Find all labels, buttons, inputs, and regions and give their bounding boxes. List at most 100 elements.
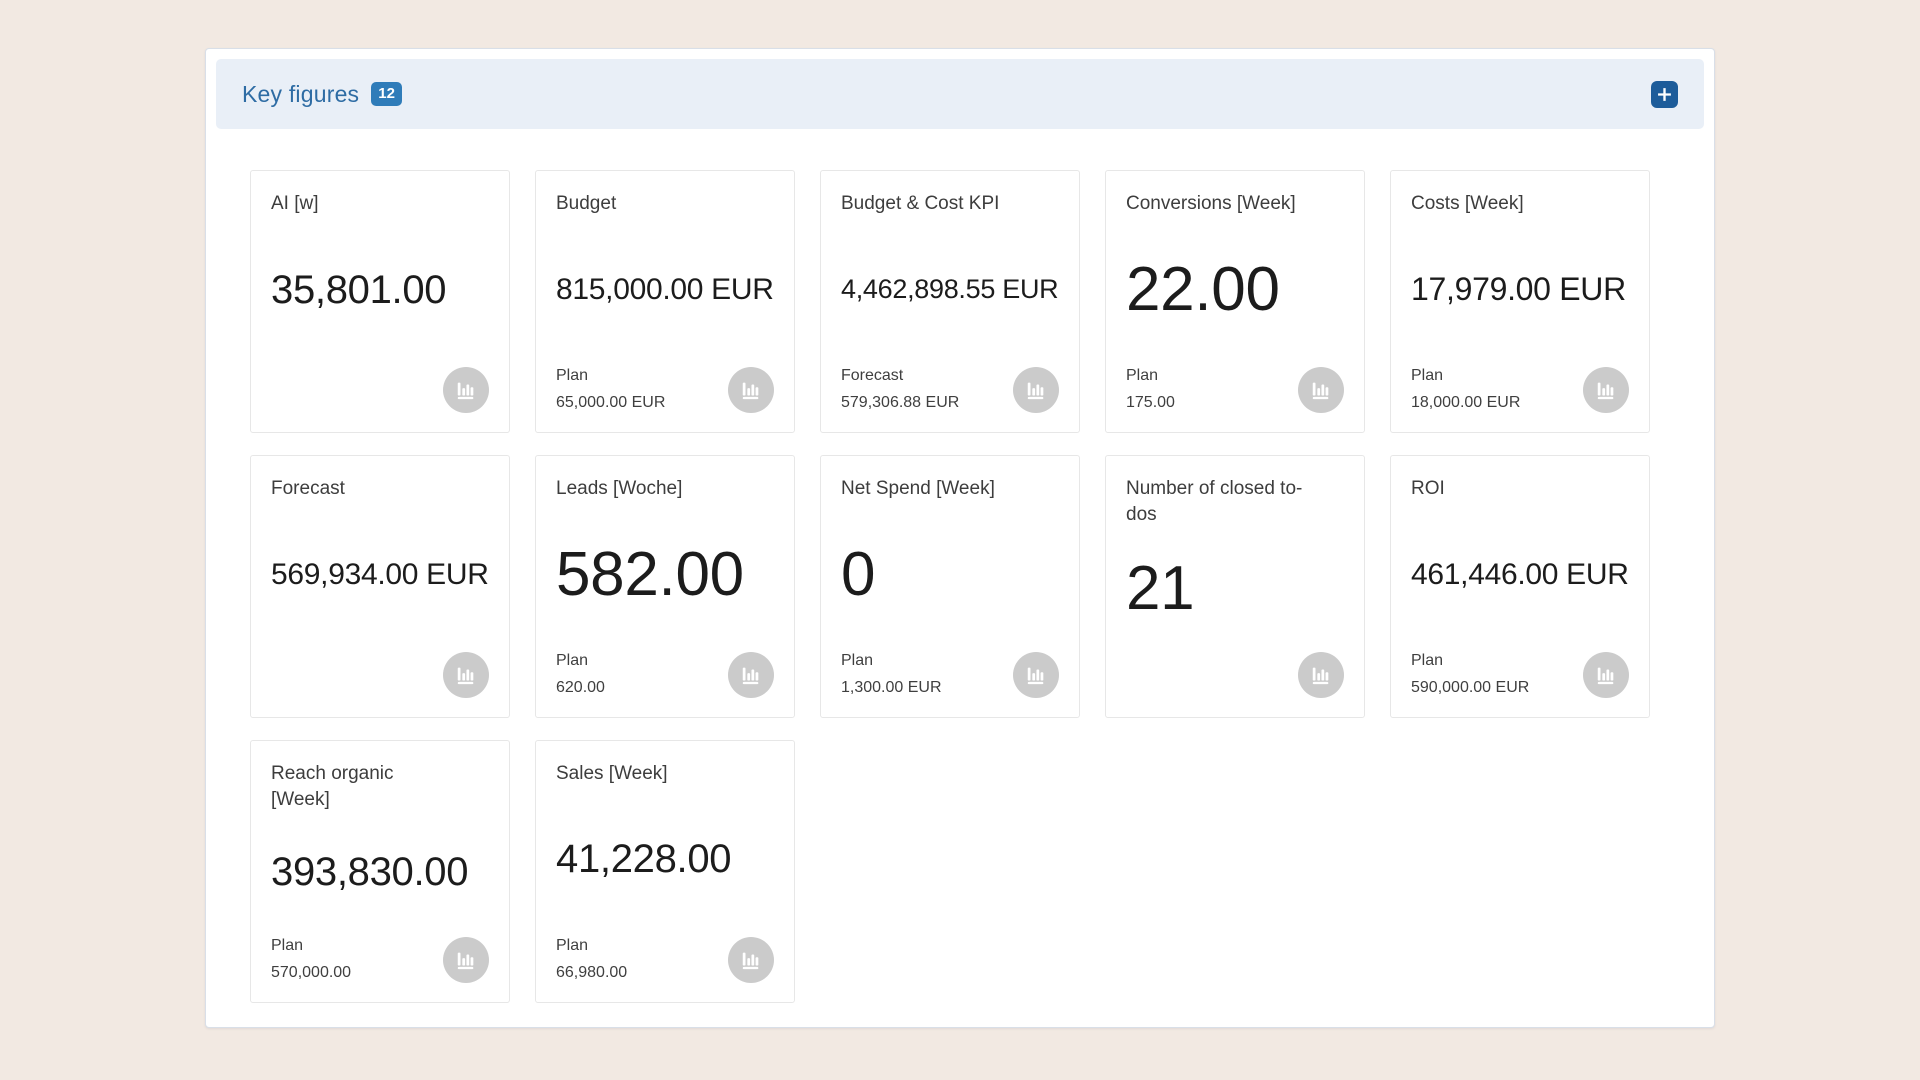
bar-chart-icon[interactable] [443, 367, 489, 413]
kpi-plan-value: 18,000.00 EUR [1411, 393, 1521, 411]
kpi-value-area: 21 [1126, 527, 1344, 649]
kpi-value-area: 0 [841, 502, 1059, 649]
kpi-plan-label: Plan [556, 652, 589, 670]
key-figures-grid: AI [w] 35,801.00 Budget 815,000.0 [206, 139, 1714, 1003]
kpi-card[interactable]: Budget & Cost KPI 4,462,898.55 EUR Forec… [820, 170, 1080, 433]
kpi-value-area: 569,934.00 EUR [271, 502, 489, 649]
kpi-value-area: 393,830.00 [271, 812, 489, 933]
kpi-value: 21 [1126, 553, 1195, 623]
kpi-footer: Plan 175.00 [1126, 363, 1344, 416]
key-figures-header: Key figures 12 [216, 59, 1704, 129]
kpi-plan-value: 66,980.00 [556, 963, 628, 981]
kpi-value: 22.00 [1126, 255, 1280, 325]
kpi-footer [271, 649, 489, 701]
kpi-footer: Plan 18,000.00 EUR [1411, 363, 1629, 416]
kpi-title: Conversions [Week] [1126, 193, 1296, 214]
kpi-card[interactable]: Conversions [Week] 22.00 Plan 175.00 [1105, 170, 1365, 433]
bar-chart-icon[interactable] [1298, 366, 1344, 413]
kpi-plan-label: Plan [841, 652, 874, 670]
kpi-card[interactable]: AI [w] 35,801.00 [250, 170, 510, 433]
kpi-card[interactable]: ROI 461,446.00 EUR Plan 590,000.00 EUR [1390, 455, 1650, 718]
kpi-plan: Plan 570,000.00 [271, 933, 351, 986]
kpi-plan-value: 570,000.00 [271, 963, 352, 981]
kpi-card[interactable]: Number of closed to-dos 21 [1105, 455, 1365, 718]
kpi-value-area: 41,228.00 [556, 787, 774, 934]
kpi-value: 41,228.00 [556, 837, 732, 882]
kpi-plan-value: 579,306.88 EUR [841, 393, 960, 411]
panel-title: Key figures [242, 80, 360, 107]
bar-chart-icon[interactable] [728, 651, 774, 698]
kpi-footer: Plan 620.00 [556, 648, 774, 701]
kpi-card[interactable]: Forecast 569,934.00 EUR [250, 455, 510, 718]
bar-chart-icon[interactable] [1583, 366, 1629, 413]
bar-chart-icon[interactable] [728, 366, 774, 413]
bar-chart-icon[interactable] [443, 652, 489, 698]
kpi-value: 4,462,898.55 EUR [841, 274, 1059, 305]
kpi-value-area: 582.00 [556, 502, 774, 649]
bar-chart-icon[interactable] [728, 936, 774, 983]
kpi-title: ROI [1411, 478, 1445, 499]
kpi-card[interactable]: Budget 815,000.00 EUR Plan 65,000.00 EUR [535, 170, 795, 433]
kpi-plan: Plan 18,000.00 EUR [1411, 363, 1520, 416]
kpi-title: Budget & Cost KPI [841, 193, 1000, 214]
kpi-value: 35,801.00 [271, 267, 447, 312]
kpi-plan-value: 175.00 [1126, 393, 1175, 411]
kpi-value-area: 461,446.00 EUR [1411, 502, 1629, 649]
bar-chart-icon[interactable] [443, 936, 489, 983]
kpi-title: Budget [556, 193, 617, 214]
kpi-title: Net Spend [Week] [841, 478, 995, 499]
kpi-value-area: 17,979.00 EUR [1411, 217, 1629, 364]
kpi-value-area: 35,801.00 [271, 217, 489, 364]
kpi-footer [271, 364, 489, 416]
kpi-plan: Plan 66,980.00 [556, 933, 627, 986]
kpi-title: Leads [Woche] [556, 478, 683, 499]
kpi-title: Sales [Week] [556, 763, 668, 784]
key-figures-panel: Key figures 12 AI [w] 35,801.00 [205, 48, 1715, 1028]
kpi-footer [1126, 649, 1344, 701]
kpi-plan: Plan 1,300.00 EUR [841, 648, 942, 701]
kpi-plan-value: 590,000.00 EUR [1411, 678, 1530, 696]
kpi-plan: Plan 175.00 [1126, 363, 1175, 416]
kpi-card[interactable]: Sales [Week] 41,228.00 Plan 66,980.00 [535, 740, 795, 1003]
kpi-title: AI [w] [271, 193, 319, 214]
kpi-plan-value: 65,000.00 EUR [556, 393, 666, 411]
kpi-value: 17,979.00 EUR [1411, 271, 1626, 308]
kpi-footer: Plan 1,300.00 EUR [841, 648, 1059, 701]
bar-chart-icon[interactable] [1013, 366, 1059, 413]
kpi-plan-label: Plan [556, 937, 589, 955]
kpi-value: 815,000.00 EUR [556, 272, 774, 306]
kpi-value: 569,934.00 EUR [271, 558, 489, 592]
bar-chart-icon[interactable] [1583, 651, 1629, 698]
kpi-plan-label: Plan [1126, 367, 1159, 385]
kpi-card[interactable]: Leads [Woche] 582.00 Plan 620.00 [535, 455, 795, 718]
kpi-plan-label: Plan [1411, 652, 1444, 670]
kpi-value-area: 22.00 [1126, 217, 1344, 364]
kpi-card[interactable]: Costs [Week] 17,979.00 EUR Plan 18,000.0… [1390, 170, 1650, 433]
kpi-value: 461,446.00 EUR [1411, 557, 1629, 591]
kpi-plan-value: 1,300.00 EUR [841, 678, 942, 696]
kpi-plan-value: 620.00 [556, 678, 605, 696]
kpi-title: Forecast [271, 478, 345, 499]
kpi-footer: Plan 66,980.00 [556, 933, 774, 986]
header-title-group: Key figures 12 [242, 81, 402, 108]
kpi-plan: Plan 65,000.00 EUR [556, 363, 665, 416]
kpi-plan-label: Plan [1411, 367, 1444, 385]
plus-icon [1657, 87, 1672, 102]
kpi-value-area: 4,462,898.55 EUR [841, 217, 1059, 364]
kpi-value-area: 815,000.00 EUR [556, 217, 774, 364]
kpi-value: 0 [841, 540, 876, 610]
add-key-figure-button[interactable] [1651, 80, 1678, 108]
kpi-footer: Plan 570,000.00 [271, 933, 489, 986]
kpi-card[interactable]: Reach organic [Week] 393,830.00 Plan 570… [250, 740, 510, 1003]
kpi-title: Reach organic [Week] [271, 763, 394, 810]
bar-chart-icon[interactable] [1298, 652, 1344, 698]
bar-chart-icon[interactable] [1013, 651, 1059, 698]
kpi-plan: Plan 620.00 [556, 648, 605, 701]
kpi-plan-label: Forecast [841, 367, 904, 385]
kpi-plan: Plan 590,000.00 EUR [1411, 648, 1529, 701]
kpi-plan: Forecast 579,306.88 EUR [841, 363, 959, 416]
kpi-card[interactable]: Net Spend [Week] 0 Plan 1,300.00 EUR [820, 455, 1080, 718]
count-badge: 12 [371, 82, 402, 106]
kpi-title: Number of closed to-dos [1126, 478, 1303, 525]
kpi-plan-label: Plan [556, 367, 589, 385]
